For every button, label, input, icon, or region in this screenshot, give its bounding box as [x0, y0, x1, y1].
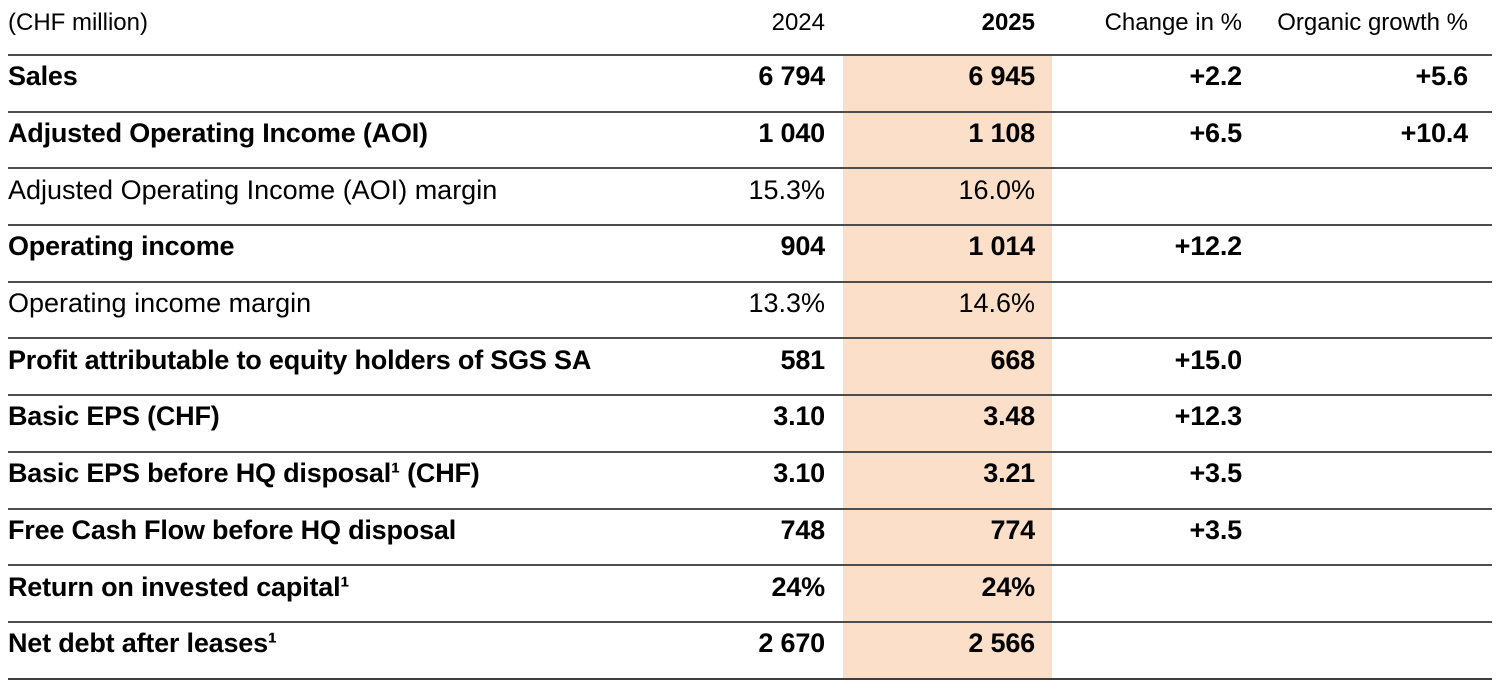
value-2024: 3.10 — [773, 401, 825, 432]
row-label: Basic EPS (CHF) — [8, 401, 220, 432]
value-2025: 24% — [843, 566, 1052, 621]
header-col-2025: 2025 — [981, 8, 1035, 36]
value-organic — [1242, 623, 1492, 678]
value-change: +12.3 — [1174, 401, 1243, 432]
row-label: Profit attributable to equity holders of… — [8, 344, 592, 375]
table-row-aoi-margin: Adjusted Operating Income (AOI) margin 1… — [8, 167, 1492, 225]
table-row-sales: Sales 6 794 6 945 +2.2 +5.6 — [8, 54, 1492, 111]
value-organic — [1242, 510, 1492, 565]
value-2025: 1 014 — [843, 226, 1052, 281]
value-organic — [1242, 339, 1492, 394]
table-row-free-cash-flow: Free Cash Flow before HQ disposal 748 77… — [8, 507, 1492, 565]
value-change: +6.5 — [1189, 118, 1242, 149]
value-2025: 3.21 — [843, 452, 1052, 508]
value-change — [1052, 566, 1242, 621]
value-2025: 2 566 — [843, 622, 1052, 678]
table-row-aoi: Adjusted Operating Income (AOI) 1 040 1 … — [8, 110, 1492, 168]
table-row-operating-income: Operating income 904 1 014 +12.2 — [8, 224, 1492, 281]
value-change — [1052, 623, 1242, 678]
table-row-net-debt: Net debt after leases¹ 2 670 2 566 — [8, 620, 1492, 678]
value-2024: 13.3% — [748, 288, 825, 319]
value-change — [1052, 169, 1242, 224]
value-2024: 2 670 — [758, 628, 825, 659]
table-row-basic-eps-before-hq: Basic EPS before HQ disposal¹ (CHF) 3.10… — [8, 450, 1492, 508]
value-2024: 1 040 — [758, 118, 825, 149]
value-2024: 24% — [771, 571, 826, 602]
key-figures-table: (CHF million) 2024 2025 Change in % Orga… — [8, 0, 1492, 680]
row-label: Return on invested capital¹ — [8, 571, 350, 602]
row-label: Adjusted Operating Income (AOI) margin — [8, 174, 498, 205]
value-organic — [1242, 283, 1492, 338]
row-label: Adjusted Operating Income (AOI) — [8, 118, 428, 149]
value-organic — [1242, 226, 1492, 281]
value-2024: 581 — [780, 344, 826, 375]
value-2025: 3.48 — [843, 396, 1052, 451]
value-organic — [1242, 169, 1492, 224]
table-row-basic-eps: Basic EPS (CHF) 3.10 3.48 +12.3 — [8, 394, 1492, 451]
table-header-row: (CHF million) 2024 2025 Change in % Orga… — [8, 0, 1492, 54]
value-change: +3.5 — [1189, 514, 1242, 545]
value-organic — [1242, 396, 1492, 451]
table-row-roic: Return on invested capital¹ 24% 24% — [8, 564, 1492, 621]
value-2024: 904 — [780, 231, 826, 262]
header-col-organic: Organic growth % — [1277, 8, 1468, 36]
header-unit-label: (CHF million) — [8, 8, 148, 36]
value-2025: 16.0% — [843, 169, 1052, 225]
row-label: Free Cash Flow before HQ disposal — [8, 514, 456, 545]
row-label: Sales — [8, 61, 78, 92]
value-organic: +5.6 — [1415, 61, 1468, 92]
value-2025: 1 108 — [843, 112, 1052, 168]
row-label: Basic EPS before HQ disposal¹ (CHF) — [8, 458, 480, 489]
value-2025: 774 — [843, 509, 1052, 565]
value-change: +3.5 — [1189, 458, 1242, 489]
value-2024: 748 — [780, 514, 826, 545]
value-2025: 6 945 — [843, 56, 1052, 111]
value-2024: 3.10 — [773, 458, 825, 489]
table-row-profit: Profit attributable to equity holders of… — [8, 337, 1492, 395]
value-organic — [1242, 566, 1492, 621]
table-row-operating-income-margin: Operating income margin 13.3% 14.6% — [8, 280, 1492, 338]
value-change: +15.0 — [1174, 344, 1243, 375]
value-organic: +10.4 — [1400, 118, 1469, 149]
value-2024: 15.3% — [748, 174, 825, 205]
header-col-change: Change in % — [1104, 8, 1242, 36]
value-change: +2.2 — [1189, 61, 1242, 92]
row-label: Operating income — [8, 231, 235, 262]
row-label: Net debt after leases¹ — [8, 628, 277, 659]
value-organic — [1242, 453, 1492, 508]
value-2025: 14.6% — [843, 282, 1052, 338]
value-change — [1052, 283, 1242, 338]
value-2025: 668 — [843, 339, 1052, 395]
row-label: Operating income margin — [8, 288, 312, 319]
value-change: +12.2 — [1174, 231, 1243, 262]
header-col-2024: 2024 — [771, 8, 825, 36]
value-2024: 6 794 — [758, 61, 825, 92]
